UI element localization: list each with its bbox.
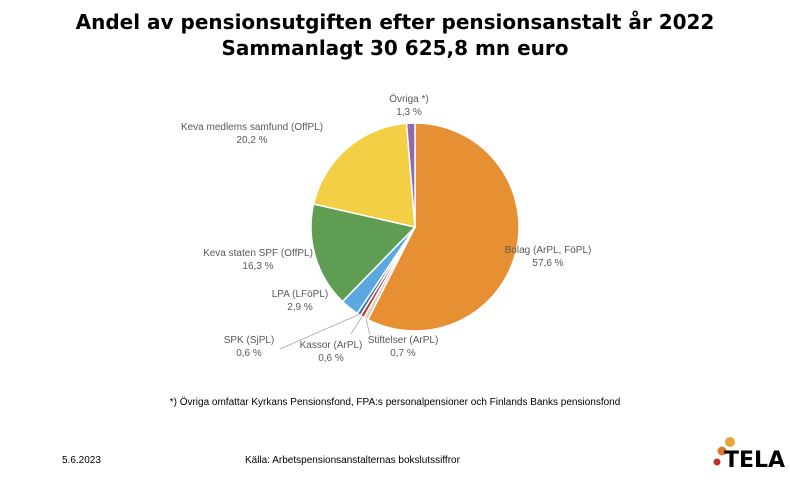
slice-value-label: 20,2 % — [236, 135, 267, 146]
slice-name-label: SPK (SjPL) — [224, 335, 275, 346]
pie-slice — [405, 122, 416, 228]
slice-value-label: 16,3 % — [242, 261, 273, 272]
chart-title: Andel av pensionsutgiften efter pensions… — [75, 10, 715, 34]
slice-value-label: 2,9 % — [287, 302, 313, 313]
pie-chart: Bolag (ArPL, FöPL) 57,6 % Stiftelser (ArPL… — [181, 93, 591, 364]
logo-dot-3 — [713, 458, 721, 466]
slice-name-label: Bolag (ArPL, FöPL) — [505, 245, 592, 256]
leader-line — [279, 314, 359, 350]
logo-text: TELA — [724, 448, 786, 473]
slice-name-label: Stiftelser (ArPL) — [368, 335, 439, 346]
pie-slice — [312, 122, 416, 228]
pie-slice — [310, 203, 417, 303]
pie-slices — [310, 122, 520, 332]
slice-name-label: Keva medlems samfund (OffPL) — [181, 122, 323, 133]
slice-value-label: 0,6 % — [236, 348, 262, 359]
logo-dot-1 — [725, 437, 735, 447]
pie-slice — [366, 122, 520, 332]
slice-value-label: 0,6 % — [318, 353, 344, 364]
slice-value-label: 57,6 % — [532, 258, 563, 269]
leader-line — [365, 318, 371, 336]
leader-lines — [279, 314, 371, 350]
source-label: Källa: Arbetspensionsanstalternas bokslu… — [245, 455, 460, 466]
slice-name-label: Kassor (ArPL) — [300, 340, 363, 351]
chart-subtitle: Sammanlagt 30 625,8 mn euro — [221, 36, 569, 60]
logo-dot-2 — [717, 446, 727, 456]
slice-labels: Bolag (ArPL, FöPL) 57,6 % Stiftelser (ArPL… — [181, 93, 591, 364]
tela-logo — [713, 437, 735, 466]
slice-name-label: Övriga *) — [389, 93, 428, 105]
date-label: 5.6.2023 — [62, 455, 101, 466]
footnote: *) Övriga omfattar Kyrkans Pensionsfond,… — [169, 397, 621, 408]
slice-value-label: 0,7 % — [390, 348, 416, 359]
leader-line — [350, 316, 363, 335]
slice-name-label: Keva staten SPF (OffPL) — [203, 248, 313, 259]
slice-name-label: LPA (LFöPL) — [272, 289, 329, 300]
slice-value-label: 1,3 % — [396, 107, 422, 118]
